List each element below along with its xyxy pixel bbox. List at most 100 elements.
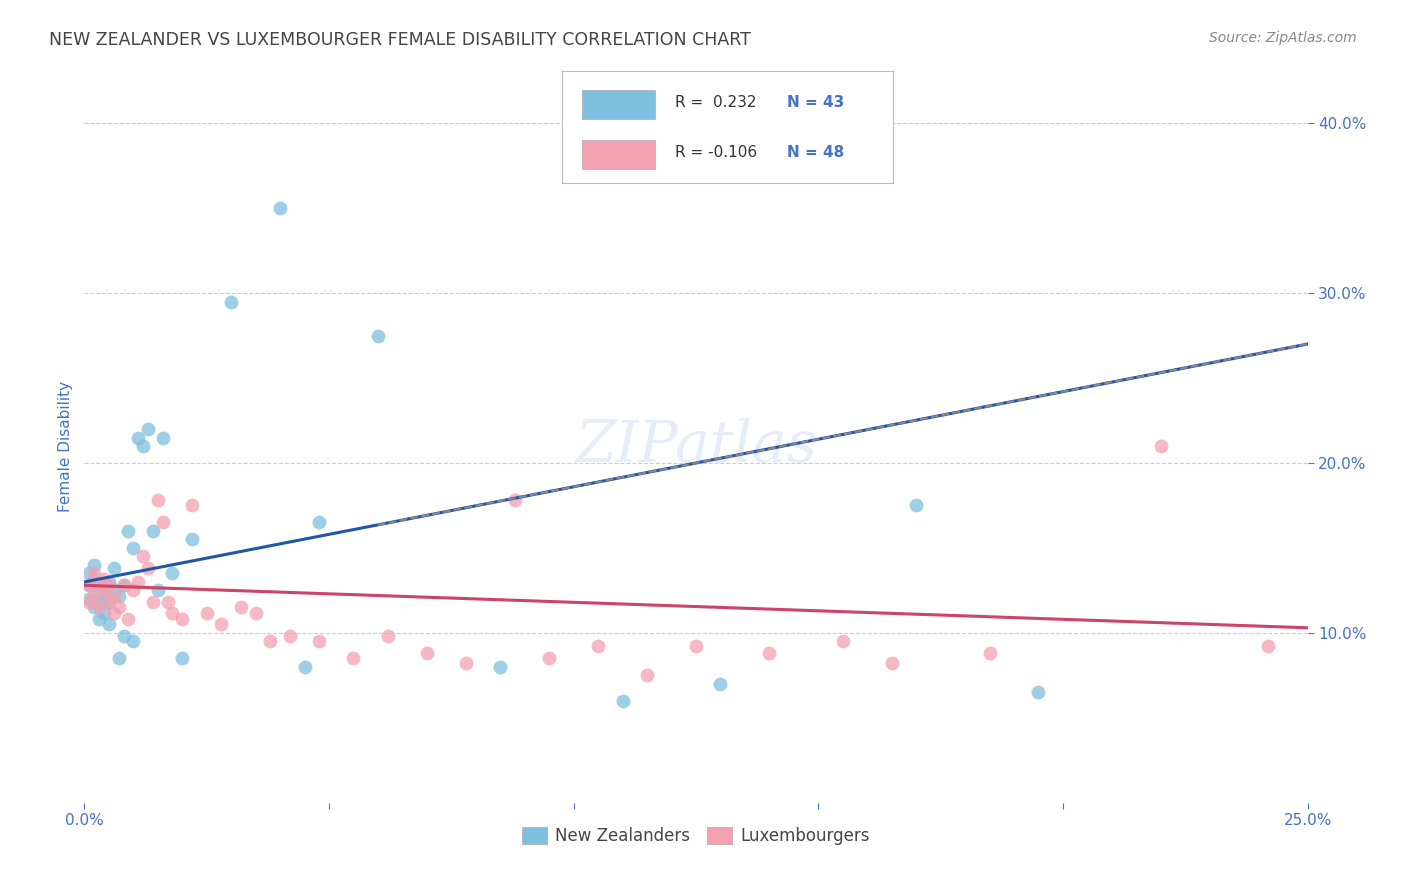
Text: Source: ZipAtlas.com: Source: ZipAtlas.com <box>1209 31 1357 45</box>
Point <box>162 566 184 581</box>
Point <box>83 600 105 615</box>
Point <box>1150 439 1173 453</box>
Point <box>117 612 139 626</box>
Point <box>880 657 903 671</box>
Point <box>77 595 100 609</box>
Point <box>831 634 853 648</box>
Point <box>83 572 105 586</box>
Text: R =  0.232: R = 0.232 <box>675 95 756 110</box>
Point <box>454 657 477 671</box>
Point <box>103 589 125 603</box>
Point <box>93 578 115 592</box>
Point <box>107 600 129 615</box>
Point <box>87 612 110 626</box>
Point <box>93 583 115 598</box>
Point <box>83 558 105 572</box>
Text: ZIPatlas: ZIPatlas <box>575 417 817 475</box>
Point <box>132 439 155 453</box>
Point <box>97 578 120 592</box>
Point <box>132 549 155 564</box>
Point <box>377 629 399 643</box>
Text: N = 43: N = 43 <box>787 95 845 110</box>
Legend: New Zealanders, Luxembourgers: New Zealanders, Luxembourgers <box>516 820 876 852</box>
Point <box>122 634 145 648</box>
Point <box>195 606 218 620</box>
Point <box>1257 640 1279 654</box>
Point <box>219 294 242 309</box>
Point <box>367 328 389 343</box>
Point <box>162 606 184 620</box>
Point <box>278 629 301 643</box>
Point <box>127 430 149 444</box>
Point <box>87 600 110 615</box>
Point <box>97 595 120 609</box>
Point <box>77 578 100 592</box>
Point <box>136 561 159 575</box>
Point <box>685 640 707 654</box>
Point <box>229 600 252 615</box>
Point <box>122 541 145 555</box>
Point <box>112 629 135 643</box>
Point <box>112 578 135 592</box>
Point <box>416 646 439 660</box>
Point <box>489 660 512 674</box>
Point <box>259 634 281 648</box>
Point <box>245 606 267 620</box>
Point <box>136 422 159 436</box>
Point <box>294 660 316 674</box>
Point <box>97 595 120 609</box>
Point <box>209 617 232 632</box>
Point <box>308 516 330 530</box>
Point <box>1028 685 1050 699</box>
Point <box>77 578 100 592</box>
Point <box>152 430 174 444</box>
Point <box>142 595 165 609</box>
Y-axis label: Female Disability: Female Disability <box>58 380 73 512</box>
Point <box>97 617 120 632</box>
Point <box>97 574 120 589</box>
Point <box>87 578 110 592</box>
Point <box>146 583 169 598</box>
Text: N = 48: N = 48 <box>787 145 845 161</box>
Point <box>586 640 609 654</box>
Point <box>636 668 658 682</box>
Point <box>103 583 125 598</box>
Point <box>107 589 129 603</box>
Point <box>142 524 165 538</box>
Point <box>758 646 780 660</box>
Point <box>172 651 194 665</box>
Point <box>269 201 291 215</box>
Point <box>93 606 115 620</box>
FancyBboxPatch shape <box>582 90 655 120</box>
Point <box>103 606 125 620</box>
Point <box>77 566 100 581</box>
Point <box>181 533 204 547</box>
Point <box>503 493 526 508</box>
Text: R = -0.106: R = -0.106 <box>675 145 756 161</box>
Point <box>538 651 561 665</box>
Point <box>122 583 145 598</box>
Point <box>146 493 169 508</box>
Point <box>181 499 204 513</box>
Point <box>112 578 135 592</box>
Point <box>342 651 364 665</box>
Point <box>127 574 149 589</box>
Text: NEW ZEALANDER VS LUXEMBOURGER FEMALE DISABILITY CORRELATION CHART: NEW ZEALANDER VS LUXEMBOURGER FEMALE DIS… <box>49 31 751 49</box>
FancyBboxPatch shape <box>582 140 655 169</box>
Point <box>93 572 115 586</box>
Point <box>93 589 115 603</box>
Point <box>83 589 105 603</box>
Point <box>152 516 174 530</box>
Point <box>905 499 928 513</box>
Point <box>107 651 129 665</box>
Point <box>87 595 110 609</box>
Point <box>156 595 179 609</box>
Point <box>612 694 634 708</box>
Point <box>308 634 330 648</box>
Point <box>709 677 731 691</box>
Point <box>979 646 1001 660</box>
Point <box>83 566 105 581</box>
Point <box>117 524 139 538</box>
Point <box>103 561 125 575</box>
Point <box>87 583 110 598</box>
